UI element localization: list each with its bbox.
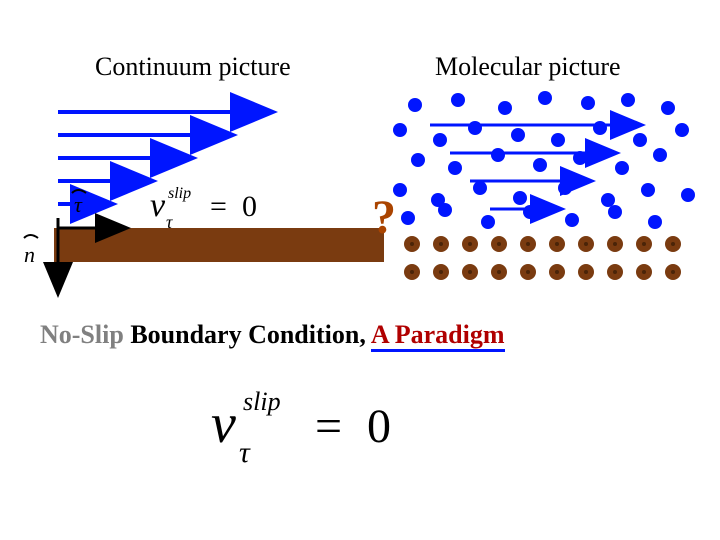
n-label: n	[24, 242, 35, 267]
molecular-panel	[393, 91, 695, 280]
eq2-zero: 0	[367, 400, 391, 453]
eq2-tau: τ	[239, 436, 251, 469]
question-mark: ?	[372, 190, 396, 245]
wall-molecules	[404, 236, 681, 280]
caption-noslip: No-Slip	[40, 320, 130, 349]
tau-label: τ	[74, 192, 83, 217]
eq2-equals: =	[315, 400, 342, 453]
eq-equals: =	[210, 190, 227, 223]
diagram-stage: Continuum picture Molecular picture n τ	[0, 0, 720, 540]
caption-bc: Boundary Condition,	[130, 320, 371, 349]
eq2-nu: ν	[211, 393, 236, 455]
caption-paradigm: A Paradigm	[371, 320, 505, 352]
eq-zero: 0	[242, 190, 257, 223]
eq-tau: τ	[166, 212, 173, 232]
caption: No-Slip Boundary Condition, A Paradigm	[40, 320, 505, 350]
eq-nu: ν	[150, 187, 166, 224]
eq2-slip: slip	[243, 387, 281, 416]
eq-slip: slip	[168, 185, 191, 202]
n-hat	[24, 235, 38, 238]
